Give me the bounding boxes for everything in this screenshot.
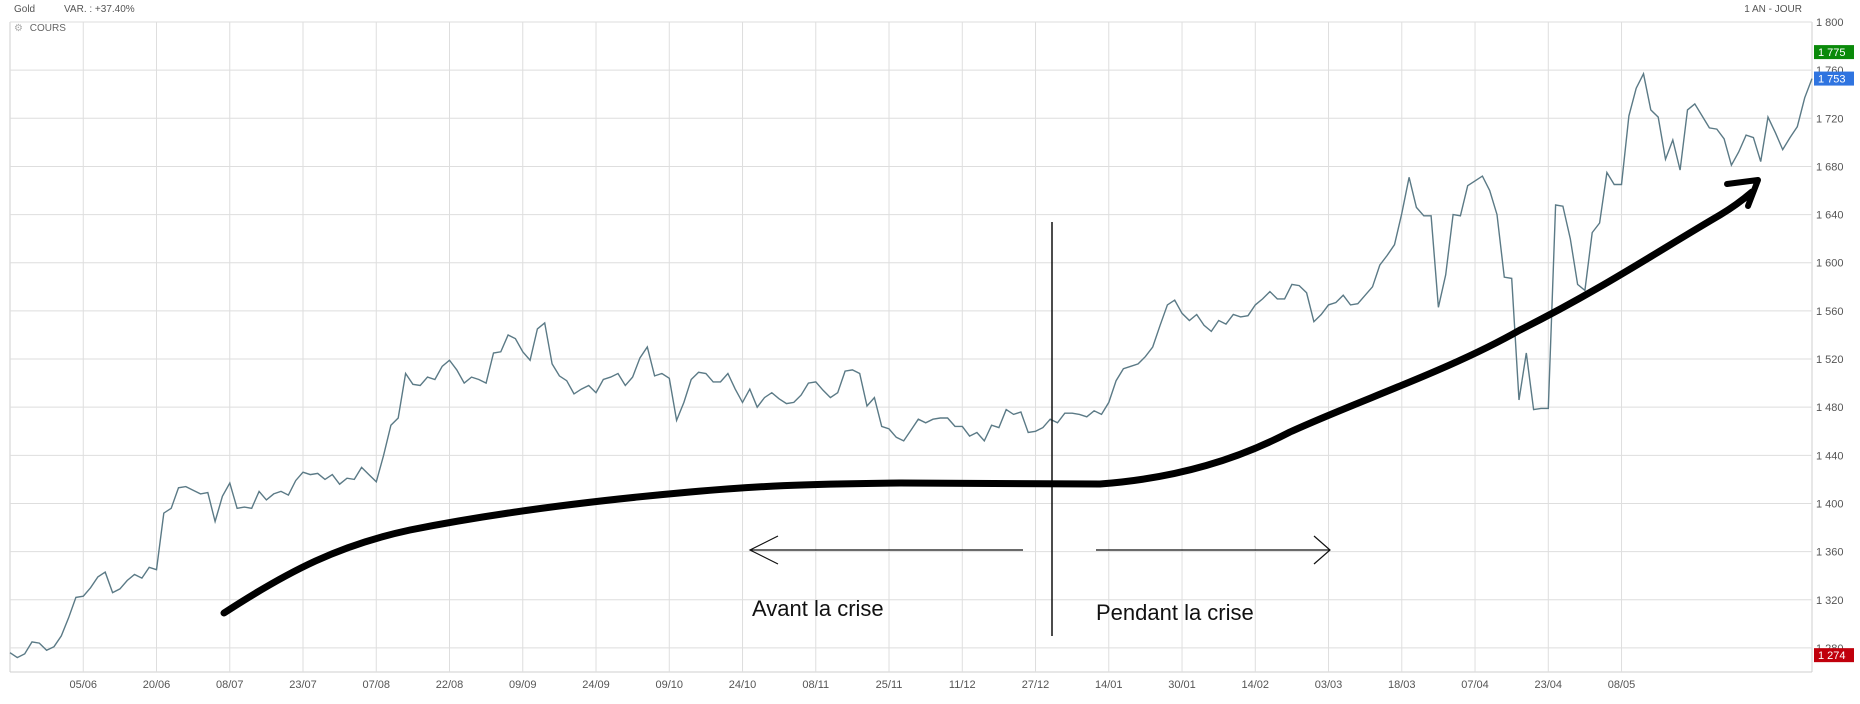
y-tick-label: 1 720: [1816, 113, 1844, 125]
x-tick-label: 07/08: [362, 679, 390, 691]
y-tick-label: 1 520: [1816, 354, 1844, 366]
price-badge: [1814, 45, 1854, 60]
x-tick-label: 18/03: [1388, 679, 1416, 691]
x-tick-label: 08/07: [216, 679, 244, 691]
x-tick-label: 08/11: [802, 679, 829, 691]
price-badge: [1814, 71, 1854, 86]
annotations: Avant la crise Pendant la crise: [220, 177, 1761, 636]
price-badge-label: 1 775: [1818, 47, 1846, 59]
x-tick-label: 07/04: [1461, 679, 1489, 691]
instrument-name: Gold: [14, 4, 36, 15]
y-tick-label: 1 440: [1816, 450, 1844, 462]
period-label[interactable]: 1 AN - JOUR: [1744, 4, 1802, 15]
x-tick-label: 24/09: [582, 679, 610, 691]
x-tick-label: 14/01: [1095, 679, 1123, 691]
series: [9, 71, 1813, 659]
grid: [9, 21, 1813, 673]
during-crisis-label: Pendant la crise: [1096, 600, 1254, 625]
price-series-line: [9, 71, 1813, 659]
price-badge-label: 1 753: [1818, 74, 1846, 86]
y-tick-label: 1 480: [1816, 402, 1844, 414]
y-tick-label: 1 560: [1816, 306, 1844, 318]
price-badges: 1 775 1 753 1 274: [1814, 45, 1854, 663]
x-tick-label: 09/10: [656, 679, 684, 691]
x-tick-label: 25/11: [876, 679, 903, 691]
x-tick-label: 27/12: [1022, 679, 1050, 691]
trend-arrow-head: [1724, 177, 1761, 209]
x-tick-label: 14/02: [1242, 679, 1270, 691]
series-legend-label: COURS: [29, 23, 66, 34]
y-tick-label: 1 320: [1816, 595, 1844, 607]
price-badge: [1814, 648, 1854, 663]
x-tick-label: 20/06: [143, 679, 171, 691]
x-tick-label: 08/05: [1608, 679, 1636, 691]
y-tick-label: 1 360: [1816, 547, 1844, 559]
y-tick-label: 1 680: [1816, 161, 1844, 173]
series-legend[interactable]: ⚙ COURS: [14, 23, 66, 34]
y-tick-label: 1 800: [1816, 17, 1844, 29]
x-tick-label: 23/04: [1535, 679, 1563, 691]
trend-curve: [220, 188, 1756, 617]
y-tick-label: 1 640: [1816, 210, 1844, 222]
x-tick-label: 22/08: [436, 679, 464, 691]
x-tick-label: 11/12: [949, 679, 976, 691]
y-tick-label: 1 600: [1816, 258, 1844, 270]
gear-icon: ⚙: [14, 23, 23, 34]
x-tick-label: 23/07: [289, 679, 317, 691]
x-tick-label: 09/09: [509, 679, 537, 691]
price-badge-label: 1 274: [1818, 650, 1846, 662]
during-arrow-head: [1313, 535, 1331, 565]
x-tick-label: 24/10: [729, 679, 757, 691]
variation-label: VAR. : +37.40%: [64, 4, 135, 15]
x-tick-label: 03/03: [1315, 679, 1343, 691]
x-tick-label: 05/06: [69, 679, 97, 691]
before-arrow-head: [748, 535, 779, 565]
y-tick-label: 1 400: [1816, 498, 1844, 510]
x-tick-label: 30/01: [1168, 679, 1196, 691]
before-crisis-label: Avant la crise: [752, 596, 884, 621]
